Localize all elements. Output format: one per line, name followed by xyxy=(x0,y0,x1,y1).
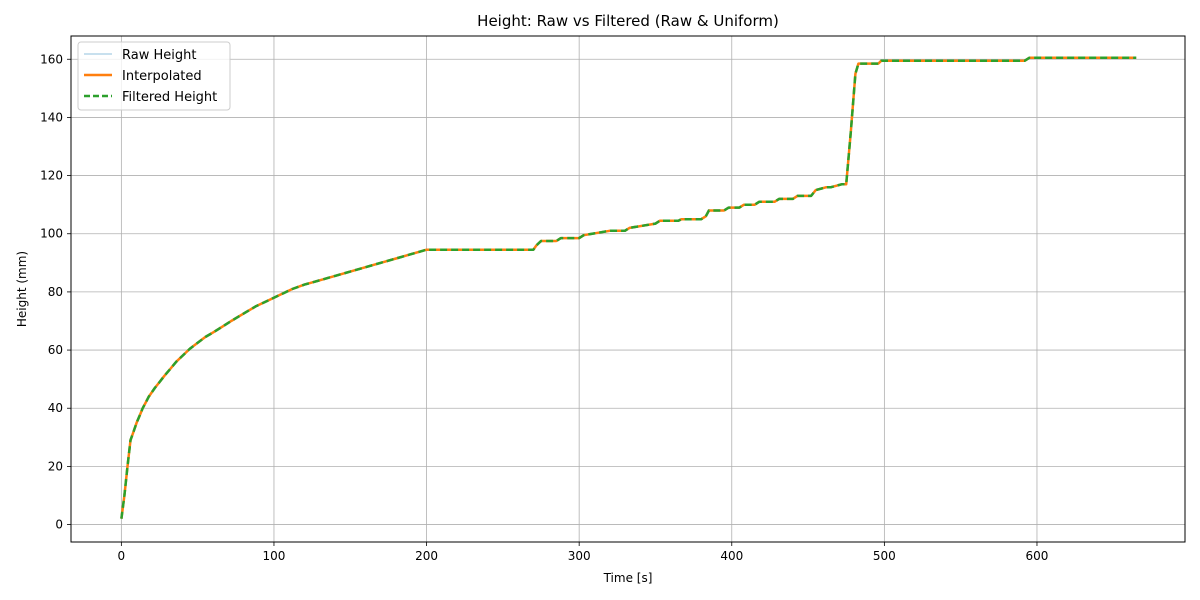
plot-frame xyxy=(70,35,1186,543)
x-tick-label: 100 xyxy=(263,549,286,563)
x-tick-label: 0 xyxy=(118,549,126,563)
legend-box xyxy=(77,41,231,111)
y-tick-label: 100 xyxy=(40,227,63,241)
legend-label: Raw Height xyxy=(122,48,196,63)
x-tick-label: 200 xyxy=(415,549,438,563)
x-tick-label: 300 xyxy=(568,549,591,563)
y-tick-label: 20 xyxy=(48,459,63,473)
y-axis-label: Height (mm) xyxy=(15,251,29,327)
x-tick-label: 600 xyxy=(1026,549,1049,563)
y-tick-label: 80 xyxy=(48,285,63,299)
y-tick-label: 160 xyxy=(40,52,63,66)
legend-label: Filtered Height xyxy=(122,90,217,105)
x-tick-label: 400 xyxy=(720,549,743,563)
y-tick-label: 140 xyxy=(40,110,63,124)
y-tick-label: 40 xyxy=(48,401,63,415)
x-axis-label: Time [s] xyxy=(603,571,653,585)
series-group xyxy=(120,56,1137,519)
x-tick-label: 500 xyxy=(873,549,896,563)
grid xyxy=(71,36,1185,542)
axis-ticks: 0 100 200 300 400 500 600 0 20 40 60 80 100 120 140 160 xyxy=(40,52,1048,563)
series-line-filtered-height xyxy=(120,56,1137,519)
y-tick-label: 0 xyxy=(55,518,63,532)
legend: Raw Height Interpolated Filtered Height xyxy=(77,41,231,111)
legend-label: Interpolated xyxy=(122,69,202,84)
y-tick-label: 60 xyxy=(48,343,63,357)
y-tick-label: 120 xyxy=(40,169,63,183)
chart-title: Height: Raw vs Filtered (Raw & Uniform) xyxy=(477,12,779,30)
